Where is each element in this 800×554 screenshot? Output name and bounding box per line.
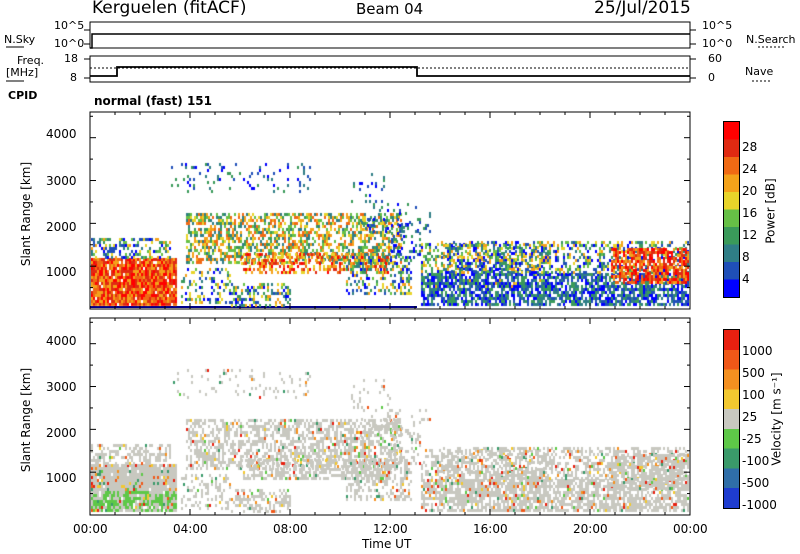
xtick-1200: 12:00 <box>373 522 408 536</box>
xtick-0000: 00:00 <box>73 522 108 536</box>
xtick-1600: 16:00 <box>473 522 508 536</box>
power-ytick-2000: 2000 <box>46 220 77 234</box>
date-title: 25/Jul/2015 <box>594 0 691 18</box>
velocity-cb-minus500: -500 <box>742 476 770 490</box>
velocity-cb-500: 500 <box>742 366 765 380</box>
power-cb-4: 4 <box>742 272 750 286</box>
power-ytick-3000: 3000 <box>46 174 77 188</box>
velocity-cb-25: 25 <box>742 410 758 424</box>
power-colorbar <box>723 121 740 298</box>
power-ylabel: Slant Range [km] <box>19 161 34 267</box>
nsky-tick-bottom: 10^0 <box>54 37 85 50</box>
nsky-label: N.Sky <box>4 33 36 46</box>
power-cb-8: 8 <box>742 250 750 264</box>
freq-line <box>90 66 690 77</box>
x-axis-label: Time UT <box>362 537 412 551</box>
beam-title: Beam 04 <box>356 0 424 18</box>
freq-label-1: Freq. <box>17 54 45 67</box>
power-ytick-4000: 4000 <box>46 127 77 141</box>
nsearch-tick-bottom: 10^0 <box>702 37 733 50</box>
nsearch-label: N.Search <box>746 33 796 46</box>
velocity-cb-100: 100 <box>742 388 765 402</box>
nsearch-tick-top: 10^5 <box>702 19 733 32</box>
cpid-value: normal (fast) 151 <box>94 94 212 108</box>
station-title: Kerguelen (fitACF) <box>92 0 247 18</box>
velocity-colorbar <box>723 329 740 509</box>
nave-tick-bottom: 0 <box>708 71 715 84</box>
power-ytick-1000: 1000 <box>46 265 77 279</box>
velocity-cb-minus25: -25 <box>742 432 762 446</box>
velocity-cb-minus100: -100 <box>742 454 770 468</box>
velocity-ytick-4000: 4000 <box>46 334 77 348</box>
power-cb-12: 12 <box>742 228 758 242</box>
power-cb-label: Power [dB] <box>763 178 778 244</box>
velocity-cb-minus1000: -1000 <box>742 498 777 512</box>
freq-tick-bottom: 8 <box>70 71 77 84</box>
power-cb-28: 28 <box>742 140 758 154</box>
xtick-0800: 08:00 <box>273 522 308 536</box>
velocity-ytick-3000: 3000 <box>46 380 77 394</box>
nave-tick-top: 60 <box>708 52 722 65</box>
power-cb-24: 24 <box>742 162 758 176</box>
power-cb-16: 16 <box>742 206 758 220</box>
xtick-2000: 20:00 <box>573 522 608 536</box>
velocity-cb-label: Velocity [m s⁻¹] <box>769 372 784 466</box>
velocity-ytick-1000: 1000 <box>46 471 77 485</box>
freq-label-2: [MHz] <box>6 66 39 79</box>
xtick-0400: 04:00 <box>173 522 208 536</box>
velocity-ytick-2000: 2000 <box>46 426 77 440</box>
freq-tick-top: 18 <box>64 52 78 65</box>
power-heatmap <box>91 113 689 308</box>
velocity-cb-1000: 1000 <box>742 344 773 358</box>
nsky-line <box>90 33 690 49</box>
velocity-ylabel: Slant Range [km] <box>19 367 34 473</box>
velocity-heatmap <box>91 319 689 514</box>
power-cb-20: 20 <box>742 184 758 198</box>
nsky-tick-top: 10^5 <box>54 19 85 32</box>
xtick-2400: 00:00 <box>673 522 708 536</box>
cpid-label: CPID <box>8 89 38 102</box>
nave-label: Nave <box>745 65 774 78</box>
